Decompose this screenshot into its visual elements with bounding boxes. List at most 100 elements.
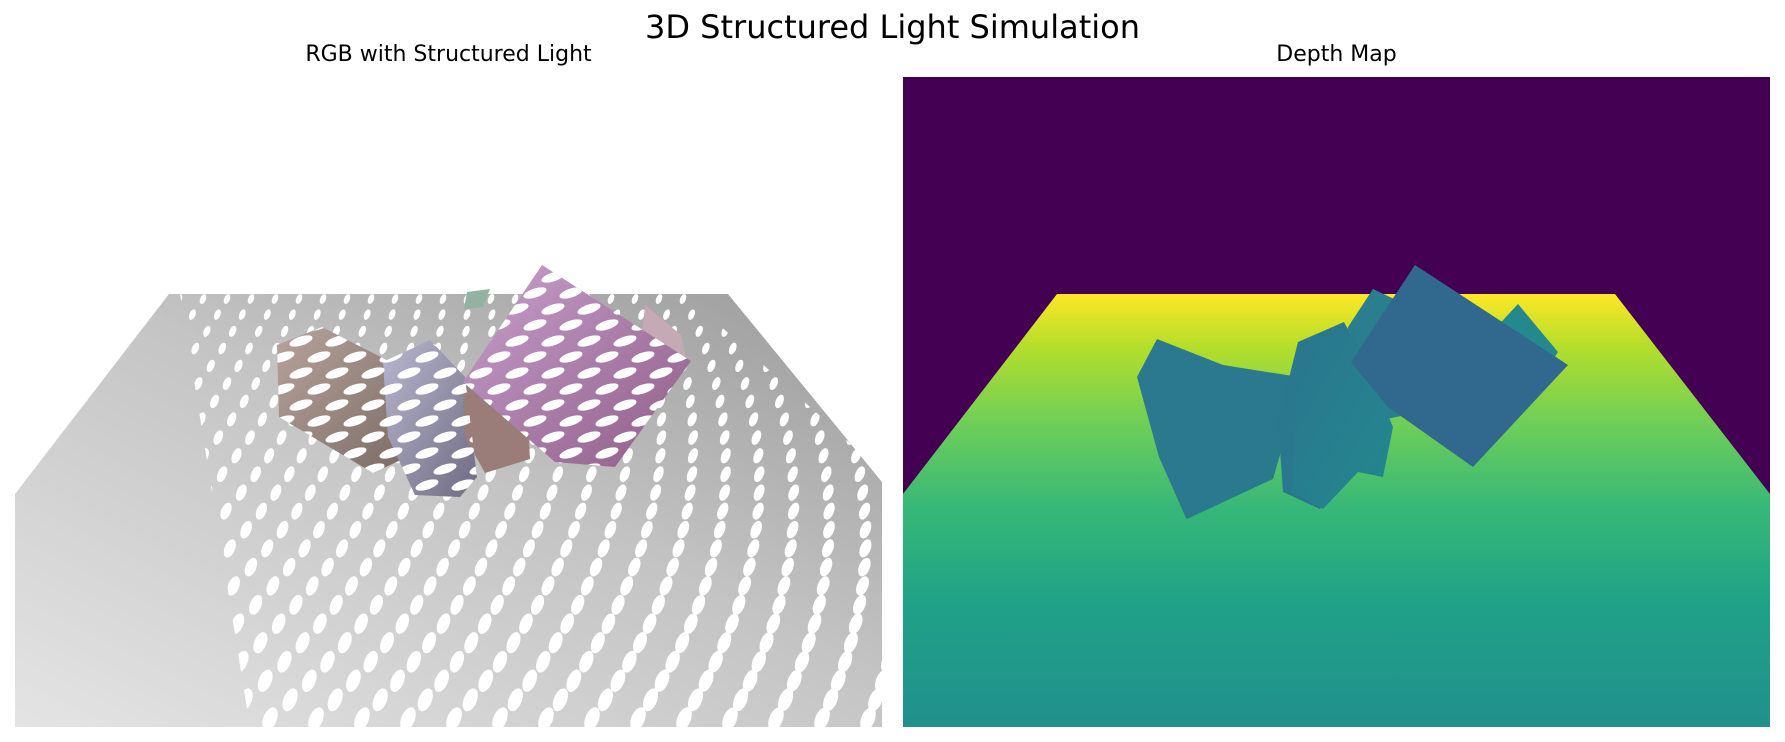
light-dot: [843, 632, 858, 654]
light-dot: [751, 650, 767, 673]
light-dot: [458, 520, 471, 539]
light-dot: [773, 325, 781, 337]
light-dot: [854, 466, 866, 483]
object-light-dot: [613, 271, 637, 283]
light-dot: [823, 502, 835, 520]
figure-title: 3D Structured Light Simulation: [645, 8, 1140, 46]
light-dot: [708, 650, 723, 673]
light-dot: [825, 325, 833, 337]
light-dot: [345, 576, 358, 596]
light-dot: [720, 466, 731, 483]
light-dot: [745, 394, 755, 409]
light-dot: [698, 576, 712, 596]
object-light-dot: [523, 351, 547, 363]
light-dot: [769, 377, 779, 391]
light-dot: [530, 594, 545, 615]
light-dot: [271, 294, 279, 304]
light-dot: [417, 688, 433, 712]
light-dot: [193, 377, 203, 391]
light-dot: [581, 484, 592, 501]
light-dot: [218, 342, 227, 355]
object-light-dot: [397, 367, 421, 379]
light-dot: [753, 466, 765, 483]
light-dot: [752, 502, 764, 520]
light-dot: [250, 466, 261, 483]
light-dot: [329, 448, 340, 464]
light-dot: [436, 613, 451, 634]
light-dot: [717, 632, 732, 654]
light-dot: [856, 576, 869, 596]
light-dot: [841, 412, 851, 427]
light-dot: [227, 412, 237, 427]
light-dot: [836, 342, 845, 355]
light-dot: [631, 294, 639, 304]
light-dot: [786, 669, 802, 692]
object-light-dot: [343, 415, 367, 427]
light-dot: [513, 557, 526, 577]
light-dot: [462, 325, 470, 337]
light-dot: [388, 309, 396, 320]
object-light-dot: [433, 431, 457, 443]
light-dot: [827, 377, 836, 391]
object-light-dot: [307, 351, 331, 363]
light-dot: [422, 520, 435, 539]
light-dot: [255, 502, 268, 520]
light-dot: [857, 484, 869, 501]
light-dot: [295, 632, 310, 654]
light-dot: [860, 707, 876, 727]
light-dot: [855, 377, 865, 391]
light-dot: [579, 650, 594, 673]
light-dot: [474, 557, 488, 577]
light-dot: [535, 650, 551, 673]
light-dot: [304, 484, 316, 501]
light-dot: [580, 576, 594, 596]
object-light-dot: [505, 303, 529, 315]
light-dot: [858, 557, 871, 577]
light-dot: [385, 520, 398, 539]
light-dot: [848, 613, 863, 634]
light-dot: [735, 359, 744, 373]
light-dot: [837, 309, 845, 320]
light-dot: [213, 309, 221, 320]
light-dot: [863, 342, 871, 355]
light-dot: [223, 539, 236, 558]
light-dot: [679, 294, 687, 304]
rgb-panel-title: RGB with Structured Light: [305, 42, 592, 67]
light-dot: [597, 539, 610, 558]
light-dot: [799, 294, 807, 304]
object-light-dot: [415, 415, 439, 427]
light-dot: [415, 294, 423, 304]
light-dot: [522, 539, 535, 558]
light-dot: [255, 325, 263, 337]
light-dot: [488, 325, 496, 337]
light-dot: [423, 576, 437, 596]
light-dot: [683, 377, 692, 391]
light-dot: [488, 309, 496, 320]
light-dot: [552, 688, 568, 712]
depth-floor: [903, 294, 1770, 727]
object-light-dot: [361, 399, 385, 411]
light-dot: [291, 502, 303, 520]
object-light-dot: [649, 271, 673, 283]
light-dot: [277, 650, 292, 673]
light-dot: [656, 430, 667, 445]
light-dot: [329, 594, 343, 615]
object-light-dot: [397, 271, 421, 283]
light-dot: [822, 484, 834, 501]
object-light-dot: [541, 303, 565, 315]
light-dot: [337, 632, 352, 654]
light-dot: [245, 430, 255, 445]
light-dot: [518, 466, 530, 483]
light-dot: [864, 394, 874, 409]
light-dot: [622, 650, 637, 673]
object-light-dot: [379, 415, 403, 427]
object-light-dot: [469, 367, 493, 379]
light-dot: [362, 502, 374, 520]
light-dot: [695, 325, 703, 337]
light-dot: [351, 466, 362, 483]
light-dot: [659, 576, 673, 596]
depth-panel: [903, 77, 1770, 727]
light-dot: [282, 557, 296, 577]
light-dot: [620, 576, 634, 596]
object-light-dot: [433, 463, 457, 475]
